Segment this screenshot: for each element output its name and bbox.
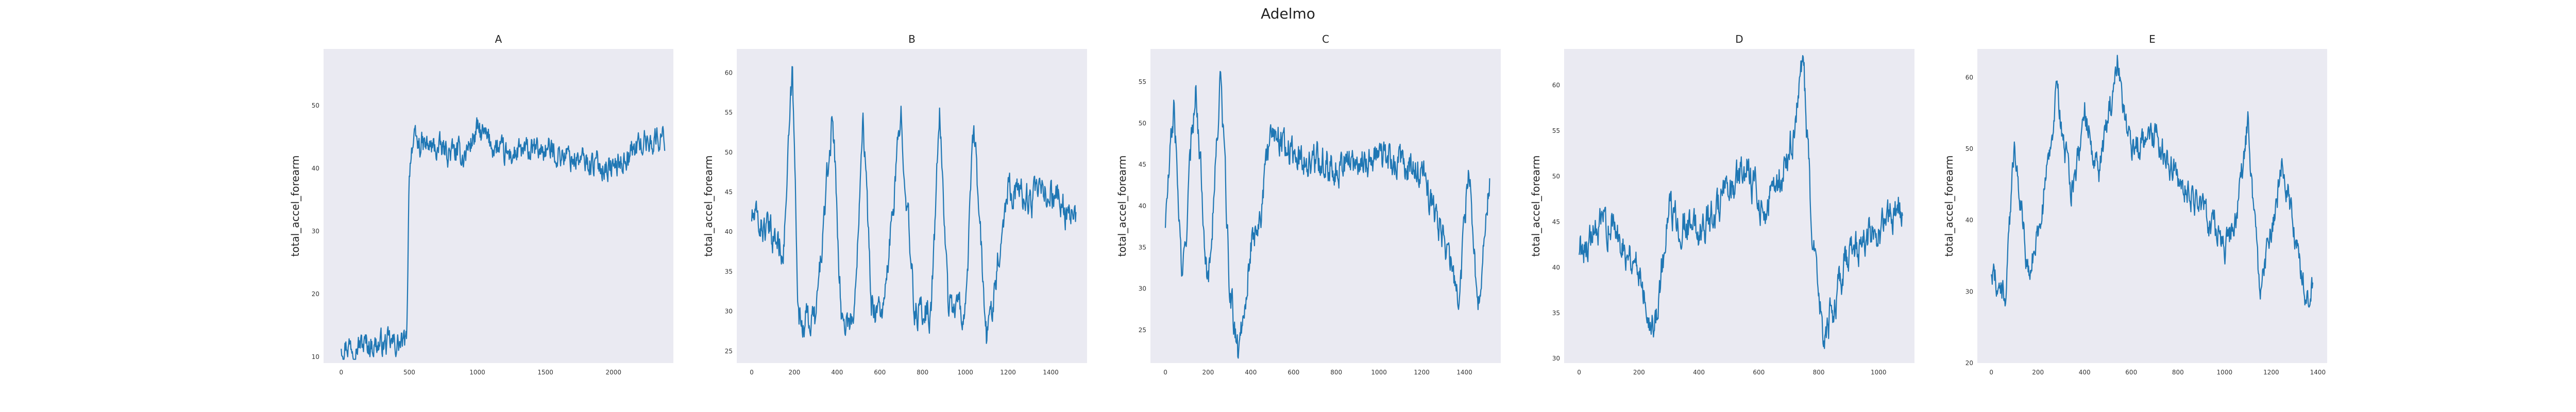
x-tick-label: 2000 [605,369,621,376]
y-axis-label: total_accel_forearm [1530,156,1542,257]
x-tick-label: 200 [1202,369,1214,376]
series-line-B [751,66,1077,344]
y-axis-label: total_accel_forearm [289,156,301,257]
y-axis-label: total_accel_forearm [1116,156,1128,257]
y-tick-label: 60 [725,69,733,76]
y-tick-label: 30 [725,308,733,315]
x-tick-label: 600 [1753,369,1765,376]
x-tick-label: 1200 [2263,369,2279,376]
x-tick-label: 800 [917,369,928,376]
x-tick-label: 400 [1245,369,1257,376]
y-tick-label: 45 [1552,218,1560,226]
y-tick-label: 50 [1139,119,1146,127]
y-tick-label: 25 [1139,327,1146,334]
y-axis-label: total_accel_forearm [1943,156,1955,257]
y-tick-label: 55 [1139,78,1146,85]
x-tick-label: 1000 [469,369,485,376]
y-tick-label: 55 [725,109,733,116]
x-tick-label: 600 [874,369,886,376]
y-tick-label: 40 [725,228,733,235]
x-tick-label: 1400 [1043,369,1059,376]
y-tick-label: 50 [1965,145,1973,152]
y-tick-label: 50 [1552,173,1560,180]
y-tick-label: 20 [1965,359,1973,367]
series-line-D [1579,55,1903,349]
x-tick-label: 1500 [537,369,553,376]
series-line-E [1991,55,2314,308]
plot-area-D [1564,49,1914,363]
x-tick-label: 1400 [2310,369,2326,376]
x-tick-label: 1000 [957,369,973,376]
y-tick-label: 40 [1552,264,1560,271]
x-tick-label: 1200 [1000,369,1016,376]
y-tick-label: 35 [725,268,733,275]
x-tick-label: 800 [2172,369,2184,376]
y-tick-label: 45 [1139,161,1146,168]
x-tick-label: 0 [1577,369,1581,376]
x-tick-label: 200 [788,369,800,376]
series-line-A [341,117,666,360]
y-tick-label: 55 [1552,127,1560,134]
x-tick-label: 200 [2032,369,2044,376]
x-tick-label: 0 [750,369,754,376]
y-tick-label: 30 [1552,355,1560,362]
x-tick-label: 200 [1633,369,1645,376]
x-tick-label: 1000 [2217,369,2233,376]
plot-area-E [1977,49,2327,363]
plot-area-C [1150,49,1501,363]
y-tick-label: 10 [312,353,319,360]
x-tick-label: 800 [1330,369,1342,376]
y-tick-label: 40 [1965,217,1973,224]
subplot-title: B [908,33,916,45]
x-tick-label: 1200 [1414,369,1430,376]
x-tick-label: 1400 [1456,369,1472,376]
subplot-title: D [1735,33,1743,45]
plot-area-B [737,49,1087,363]
subplot-title: A [495,33,502,45]
y-tick-label: 30 [1139,285,1146,293]
y-tick-label: 50 [725,149,733,156]
x-tick-label: 400 [2079,369,2091,376]
x-tick-label: 400 [831,369,843,376]
y-tick-label: 45 [725,188,733,196]
y-tick-label: 60 [1965,74,1973,81]
subplot-title: C [1322,33,1329,45]
x-tick-label: 0 [340,369,344,376]
x-tick-label: 600 [1287,369,1299,376]
x-tick-label: 800 [1813,369,1825,376]
plot-area-A [324,49,673,363]
subplot-title: E [2149,33,2156,45]
y-tick-label: 30 [312,228,319,235]
y-tick-label: 60 [1552,82,1560,89]
y-tick-label: 35 [1139,244,1146,251]
y-tick-label: 25 [725,348,733,355]
x-tick-label: 0 [1163,369,1167,376]
y-tick-label: 35 [1552,310,1560,317]
series-line-C [1164,71,1490,359]
figure-title: Adelmo [1261,5,1315,22]
x-tick-label: 0 [1989,369,1993,376]
y-tick-label: 20 [312,290,319,298]
x-tick-label: 400 [1693,369,1705,376]
x-tick-label: 1000 [1871,369,1887,376]
x-tick-label: 600 [2125,369,2137,376]
x-tick-label: 500 [403,369,415,376]
y-tick-label: 30 [1965,288,1973,295]
y-tick-label: 40 [1139,202,1146,210]
x-tick-label: 1000 [1371,369,1387,376]
y-axis-label: total_accel_forearm [702,156,715,257]
y-tick-label: 50 [312,102,319,109]
y-tick-label: 40 [312,165,319,172]
